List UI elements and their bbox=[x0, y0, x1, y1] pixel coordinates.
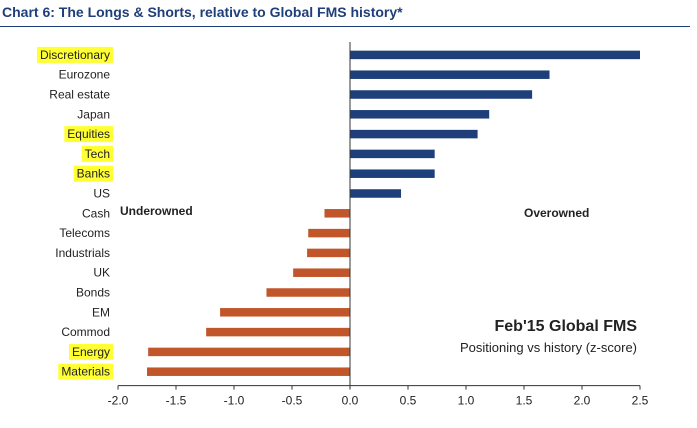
x-tick-label-5: 0.5 bbox=[400, 394, 417, 408]
category-label-eurozone: Eurozone bbox=[59, 68, 111, 82]
category-label-japan: Japan bbox=[77, 107, 110, 121]
x-tick-label-9: 2.5 bbox=[632, 394, 649, 408]
annotation-title: Feb'15 Global FMS bbox=[495, 318, 638, 335]
category-label-bonds: Bonds bbox=[76, 286, 110, 300]
category-label-industrials: Industrials bbox=[55, 246, 110, 260]
category-label-equities: Equities bbox=[67, 127, 110, 141]
bar-bonds bbox=[266, 288, 350, 297]
category-label-real-estate: Real estate bbox=[49, 88, 110, 102]
overowned-label: Overowned bbox=[524, 206, 589, 220]
category-labels-layer: Discretionary Eurozone Real estate Japan Equ… bbox=[40, 48, 110, 379]
bar-industrials bbox=[307, 248, 350, 258]
category-label-tech: Tech bbox=[85, 147, 110, 161]
x-tick-label-3: -0.5 bbox=[282, 394, 303, 408]
highlight-materials bbox=[58, 363, 113, 380]
category-label-telecoms: Telecoms bbox=[59, 226, 110, 240]
bar-uk bbox=[293, 268, 350, 277]
bar-commod bbox=[206, 327, 350, 337]
x-tick-label-7: 1.5 bbox=[516, 394, 533, 408]
x-tick-label-4: 0.0 bbox=[342, 394, 359, 408]
category-label-banks: Banks bbox=[77, 167, 110, 181]
underowned-label: Underowned bbox=[120, 204, 193, 218]
bar-japan bbox=[350, 110, 490, 119]
highlight-banks bbox=[73, 165, 113, 182]
bar-equities bbox=[350, 129, 478, 139]
x-axis: -2.0 -1.5 -1.0 -0.5 0.0 0.5 1.0 1.5 2.0 2.5 bbox=[108, 42, 649, 408]
category-label-materials: Materials bbox=[61, 365, 110, 379]
highlight-discretionary bbox=[36, 46, 113, 63]
bar-materials bbox=[147, 367, 350, 376]
x-tick-label-0: -2.0 bbox=[108, 394, 129, 408]
x-tick-label-1: -1.5 bbox=[166, 394, 187, 408]
category-label-em: EM bbox=[92, 305, 110, 319]
category-label-commod: Commod bbox=[61, 325, 110, 339]
annotation-subtitle: Positioning vs history (z-score) bbox=[460, 340, 637, 355]
bar-tech bbox=[350, 149, 435, 159]
bar-real-estate bbox=[350, 90, 533, 99]
bars-layer bbox=[147, 50, 640, 376]
bar-telecoms bbox=[308, 228, 350, 238]
highlight-energy bbox=[68, 343, 113, 360]
highlight-tech bbox=[81, 145, 113, 162]
chart-title: Chart 6: The Longs & Shorts, relative to… bbox=[2, 4, 403, 20]
category-label-cash: Cash bbox=[82, 206, 110, 220]
bar-cash bbox=[324, 209, 350, 218]
bar-banks bbox=[350, 169, 435, 178]
category-label-energy: Energy bbox=[72, 345, 110, 359]
title-divider bbox=[0, 26, 690, 27]
bar-eurozone bbox=[350, 70, 550, 79]
bar-discretionary bbox=[350, 50, 640, 60]
bar-us bbox=[350, 189, 402, 198]
bar-energy bbox=[148, 347, 350, 357]
highlight-layer bbox=[36, 46, 113, 380]
x-tick-label-2: -1.0 bbox=[224, 394, 245, 408]
category-label-discretionary: Discretionary bbox=[40, 48, 110, 62]
category-label-uk: UK bbox=[93, 266, 110, 280]
category-label-us: US bbox=[93, 187, 110, 201]
bar-em bbox=[220, 308, 350, 317]
highlight-equities bbox=[64, 126, 113, 143]
x-tick-label-6: 1.0 bbox=[458, 394, 475, 408]
x-tick-label-8: 2.0 bbox=[574, 394, 591, 408]
